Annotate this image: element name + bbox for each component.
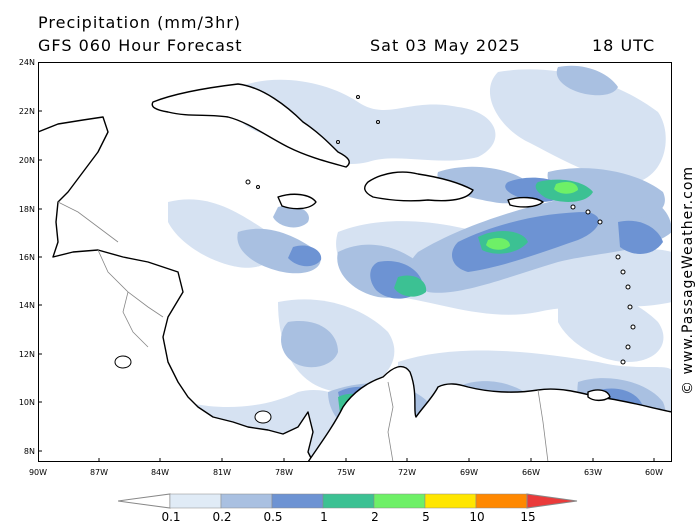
forecast-date: Sat 03 May 2025 bbox=[370, 36, 521, 55]
lon-label: 69W bbox=[459, 468, 479, 477]
colorbar-segment bbox=[271, 493, 324, 509]
lat-label: 24N bbox=[18, 58, 35, 67]
colorbar-segment bbox=[475, 493, 528, 509]
lat-label: 8N bbox=[23, 447, 35, 456]
map-title: Precipitation (mm/3hr) bbox=[38, 13, 242, 32]
colorbar-segment bbox=[424, 493, 477, 509]
forecast-subtitle: GFS 060 Hour Forecast bbox=[38, 36, 243, 55]
colorbar-label: 10 bbox=[469, 510, 485, 524]
precipitation-colorbar bbox=[118, 493, 578, 509]
lon-label: 75W bbox=[336, 468, 356, 477]
colorbar-segment bbox=[169, 493, 222, 509]
lon-label: 72W bbox=[397, 468, 417, 477]
colorbar-segment bbox=[322, 493, 375, 509]
lat-label: 14N bbox=[18, 301, 35, 310]
puerto-rico bbox=[507, 196, 544, 208]
land-masses bbox=[38, 83, 672, 462]
hispaniola bbox=[364, 171, 474, 202]
forecast-time: 18 UTC bbox=[592, 36, 656, 55]
colorbar-label: 5 bbox=[422, 510, 430, 524]
colorbar-label: 0.2 bbox=[212, 510, 232, 524]
colorbar-arrow-left bbox=[118, 493, 171, 509]
lat-label: 10N bbox=[18, 398, 35, 407]
country-borders bbox=[57, 201, 549, 462]
colorbar-label: 0.1 bbox=[161, 510, 181, 524]
jamaica bbox=[277, 193, 317, 210]
south-america bbox=[307, 365, 672, 462]
lat-label: 16N bbox=[18, 253, 35, 262]
lon-label: 60W bbox=[644, 468, 664, 477]
watermark-credit: © www.PassageWeather.com bbox=[680, 165, 696, 395]
central-america bbox=[38, 116, 314, 462]
map-frame bbox=[38, 62, 672, 462]
colorbar-label: 0.5 bbox=[263, 510, 283, 524]
lon-label: 84W bbox=[150, 468, 170, 477]
lat-label: 20N bbox=[18, 156, 35, 165]
trinidad bbox=[587, 389, 611, 402]
colorbar-label: 2 bbox=[371, 510, 379, 524]
precipitation-map bbox=[38, 62, 672, 462]
colorbar-label: 1 bbox=[320, 510, 328, 524]
colorbar-segment bbox=[373, 493, 426, 509]
lat-label: 18N bbox=[18, 205, 35, 214]
cuba bbox=[151, 83, 350, 168]
lat-label: 12N bbox=[18, 350, 35, 359]
lon-label: 66W bbox=[521, 468, 541, 477]
colorbar-label: 15 bbox=[520, 510, 536, 524]
lesser-antilles bbox=[114, 95, 636, 424]
lon-label: 81W bbox=[212, 468, 232, 477]
colorbar-segment bbox=[220, 493, 273, 509]
lon-label: 78W bbox=[274, 468, 294, 477]
lon-label: 87W bbox=[89, 468, 109, 477]
lon-label: 63W bbox=[583, 468, 603, 477]
lon-label: 90W bbox=[28, 468, 48, 477]
colorbar-arrow-right bbox=[526, 493, 578, 509]
lat-label: 22N bbox=[18, 107, 35, 116]
